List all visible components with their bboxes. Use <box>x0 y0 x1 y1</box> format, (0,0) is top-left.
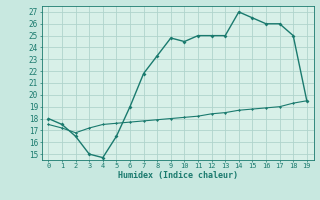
X-axis label: Humidex (Indice chaleur): Humidex (Indice chaleur) <box>118 171 237 180</box>
